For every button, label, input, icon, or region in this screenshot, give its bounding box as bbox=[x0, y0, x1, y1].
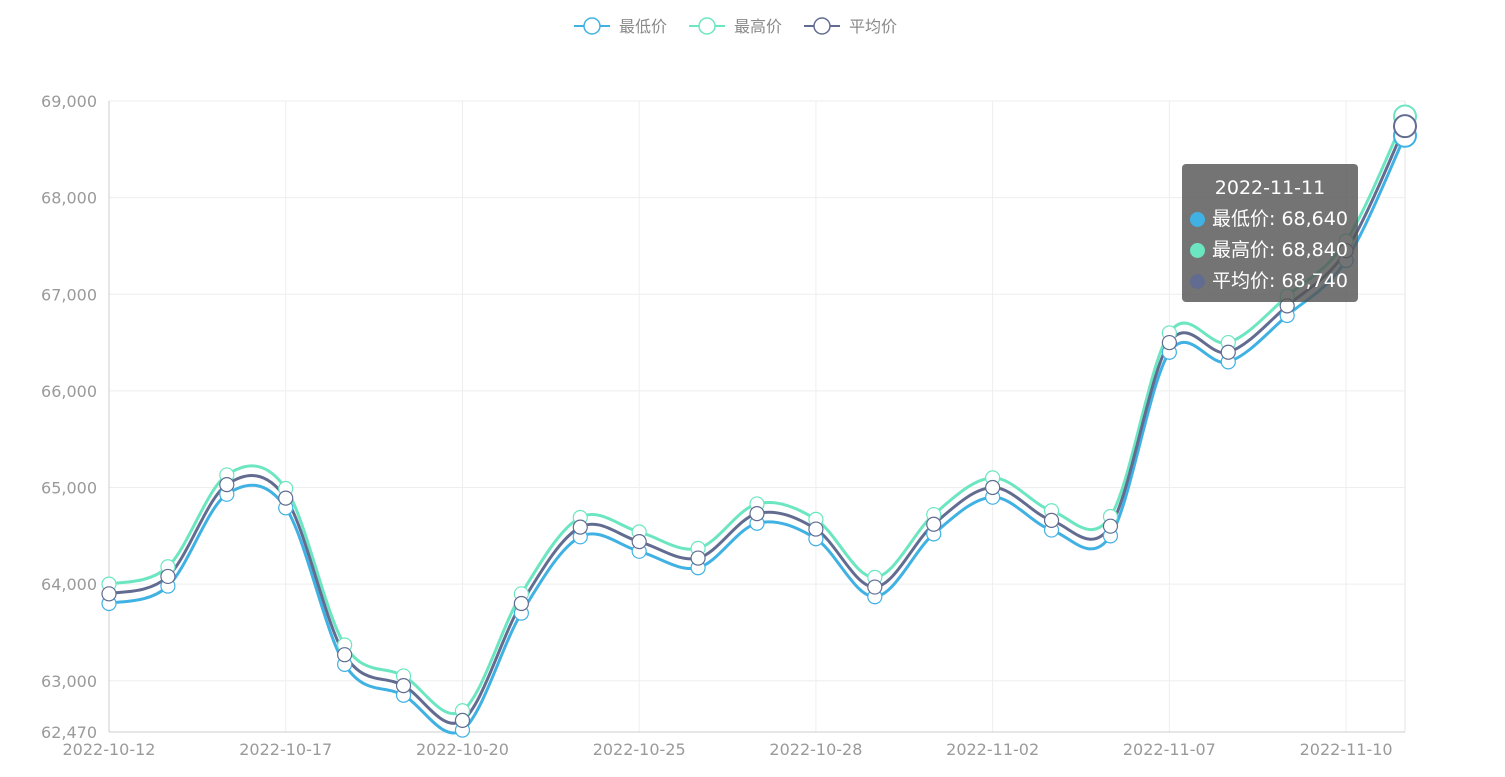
data-point-avg[interactable] bbox=[926, 516, 942, 532]
tooltip-title: 2022-11-11 bbox=[1214, 177, 1326, 199]
data-point-avg[interactable] bbox=[513, 595, 529, 612]
data-point-avg[interactable] bbox=[1393, 114, 1417, 139]
data-point-avg[interactable] bbox=[278, 490, 294, 506]
data-point-avg[interactable] bbox=[572, 519, 588, 535]
y-tick-label: 63,000 bbox=[41, 672, 97, 691]
data-point-avg[interactable] bbox=[867, 579, 883, 595]
data-point-avg[interactable] bbox=[808, 521, 824, 537]
data-point-avg[interactable] bbox=[1161, 334, 1177, 351]
chart-grid bbox=[109, 100, 1406, 732]
tooltip-dot-min bbox=[1190, 212, 1205, 227]
tooltip-text-avg: 平均价: 68,740 bbox=[1212, 270, 1348, 292]
tooltip-dot-avg bbox=[1190, 274, 1205, 289]
chart-axes: 62,470 63,000 64,000 65,000 66,000 67,000 68,0… bbox=[41, 92, 1405, 759]
data-point-avg[interactable] bbox=[454, 712, 471, 729]
legend-item-min[interactable]: 最低价 bbox=[574, 17, 667, 36]
y-tick-label: 62,470 bbox=[41, 723, 97, 742]
data-point-avg[interactable] bbox=[219, 477, 235, 493]
legend-item-max[interactable]: 最高价 bbox=[689, 17, 782, 36]
legend-marker-avg-icon bbox=[813, 17, 831, 35]
data-point-avg[interactable] bbox=[337, 647, 353, 663]
chart-legend: 最低价 最高价 平均价 bbox=[574, 17, 897, 36]
y-tick-label: 65,000 bbox=[41, 479, 97, 498]
data-point-avg[interactable] bbox=[160, 568, 176, 585]
y-tick-label: 68,000 bbox=[41, 189, 97, 208]
legend-item-avg[interactable]: 平均价 bbox=[804, 17, 897, 36]
data-point-avg[interactable] bbox=[985, 479, 1001, 496]
tooltip-row-avg: 平均价: 68,740 bbox=[1190, 266, 1350, 297]
data-point-avg[interactable] bbox=[749, 506, 765, 522]
data-point-avg[interactable] bbox=[101, 586, 117, 602]
legend-label-max: 最高价 bbox=[734, 17, 782, 36]
tooltip-text-min: 最低价: 68,640 bbox=[1212, 208, 1348, 230]
y-tick-label: 67,000 bbox=[41, 285, 97, 304]
y-tick-label: 64,000 bbox=[41, 575, 97, 594]
x-tick-label: 2022-10-28 bbox=[769, 740, 862, 759]
data-point-avg[interactable] bbox=[631, 534, 647, 550]
y-tick-label: 66,000 bbox=[41, 382, 97, 401]
tooltip-text-max: 最高价: 68,840 bbox=[1212, 239, 1348, 261]
chart-tooltip: 2022-11-11 最低价: 68,640 最高价: 68,840 平均价: … bbox=[1182, 164, 1358, 302]
x-tick-label: 2022-10-12 bbox=[63, 740, 156, 759]
tooltip-row-max: 最高价: 68,840 bbox=[1190, 235, 1350, 266]
legend-label-min: 最低价 bbox=[619, 17, 667, 36]
x-tick-label: 2022-10-17 bbox=[239, 740, 332, 759]
legend-marker-max-icon bbox=[698, 17, 716, 35]
data-point-avg[interactable] bbox=[395, 678, 412, 694]
y-tick-label: 69,000 bbox=[41, 92, 97, 111]
data-point-avg[interactable] bbox=[1102, 518, 1119, 534]
data-point-avg[interactable] bbox=[1043, 512, 1060, 528]
x-tick-label: 2022-11-07 bbox=[1123, 740, 1216, 759]
tooltip-dot-max bbox=[1190, 243, 1205, 258]
data-point-avg[interactable] bbox=[690, 550, 706, 566]
x-tick-label: 2022-10-25 bbox=[593, 740, 686, 759]
tooltip-row-min: 最低价: 68,640 bbox=[1190, 204, 1350, 235]
x-tick-label: 2022-10-20 bbox=[416, 740, 509, 759]
legend-label-avg: 平均价 bbox=[849, 17, 897, 36]
x-tick-label: 2022-11-02 bbox=[946, 740, 1039, 759]
x-tick-label: 2022-11-10 bbox=[1300, 740, 1393, 759]
legend-marker-min-icon bbox=[583, 17, 601, 35]
data-point-avg[interactable] bbox=[1220, 344, 1236, 360]
